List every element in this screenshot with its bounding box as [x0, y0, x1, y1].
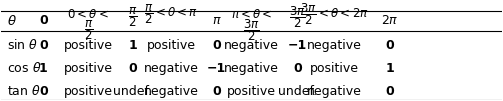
Text: undef.: undef. [278, 85, 317, 98]
Text: 1: 1 [39, 62, 48, 75]
Text: positive: positive [64, 62, 113, 75]
Text: positive: positive [310, 62, 359, 75]
Text: 0: 0 [385, 85, 394, 98]
Text: $\pi{<}\theta{<}$: $\pi{<}\theta{<}$ [231, 8, 272, 21]
Text: $\dfrac{\pi}{2}$: $\dfrac{\pi}{2}$ [83, 18, 93, 42]
Text: 0: 0 [39, 85, 48, 98]
Text: $\dfrac{3\pi}{2}$: $\dfrac{3\pi}{2}$ [289, 4, 306, 30]
Text: 0: 0 [212, 85, 221, 98]
Text: $\dfrac{\pi}{2}{<}\theta{<}\pi$: $\dfrac{\pi}{2}{<}\theta{<}\pi$ [144, 3, 198, 26]
Text: 1: 1 [385, 62, 394, 75]
Text: −1: −1 [288, 39, 307, 52]
Text: positive: positive [64, 85, 113, 98]
Text: $\dfrac{3\pi}{2}{<}\theta{<}2\pi$: $\dfrac{3\pi}{2}{<}\theta{<}2\pi$ [300, 2, 369, 27]
Text: $\dfrac{\pi}{2}$: $\dfrac{\pi}{2}$ [128, 5, 137, 29]
Text: 0: 0 [39, 14, 48, 27]
Text: 1: 1 [128, 39, 137, 52]
Text: sin $\theta$: sin $\theta$ [7, 38, 38, 52]
Text: $2\pi$: $2\pi$ [381, 14, 398, 27]
Text: $\theta$: $\theta$ [7, 14, 17, 28]
Text: negative: negative [144, 62, 199, 75]
Text: tan $\theta$: tan $\theta$ [7, 84, 41, 98]
Text: $\pi$: $\pi$ [212, 14, 221, 27]
Text: cos $\theta$: cos $\theta$ [7, 61, 41, 75]
Text: negative: negative [307, 39, 362, 52]
Text: negative: negative [224, 62, 279, 75]
Text: negative: negative [144, 85, 199, 98]
Text: 0: 0 [385, 39, 394, 52]
Text: 0: 0 [128, 62, 137, 75]
Text: 0: 0 [293, 62, 302, 75]
Text: undef.: undef. [113, 85, 152, 98]
Text: $\dfrac{3\pi}{2}$: $\dfrac{3\pi}{2}$ [243, 17, 260, 43]
Text: −1: −1 [207, 62, 226, 75]
Text: positive: positive [227, 85, 276, 98]
Text: positive: positive [64, 39, 113, 52]
Text: 0: 0 [212, 39, 221, 52]
Text: negative: negative [224, 39, 279, 52]
Text: negative: negative [307, 85, 362, 98]
Text: 0: 0 [39, 39, 48, 52]
Text: $0{<}\theta{<}$: $0{<}\theta{<}$ [67, 8, 110, 21]
Text: positive: positive [147, 39, 196, 52]
